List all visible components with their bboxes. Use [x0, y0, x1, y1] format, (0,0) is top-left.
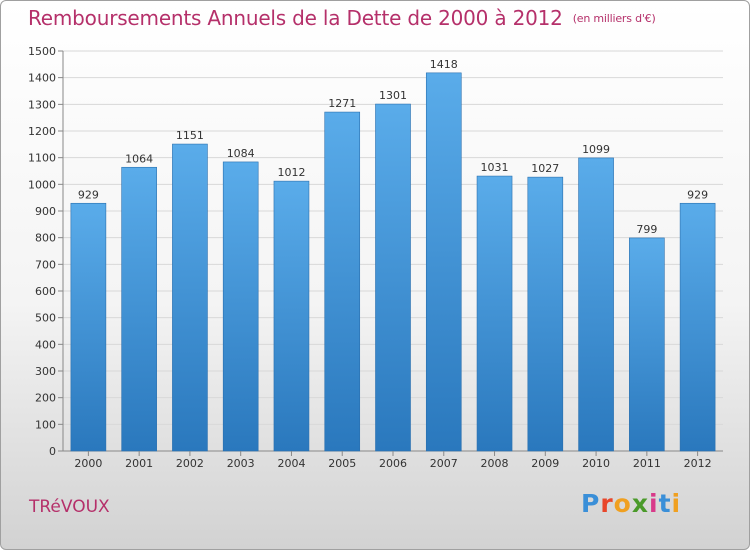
bar	[121, 166, 157, 452]
bar	[222, 161, 259, 452]
bar	[476, 175, 513, 452]
x-tick-label: 2003	[227, 457, 255, 470]
x-tick-label: 2000	[74, 457, 102, 470]
y-tick-label: 300	[35, 365, 56, 378]
y-tick-label: 0	[49, 445, 56, 458]
bar	[527, 176, 564, 452]
bar	[324, 111, 361, 452]
logo-letter: P	[581, 489, 601, 518]
chart-title: Remboursements Annuels de la Dette de 20…	[28, 6, 656, 30]
logo-letter: r	[600, 489, 614, 518]
bar	[578, 157, 614, 452]
chart-title-text: Remboursements Annuels de la Dette de 20…	[28, 6, 563, 30]
data-label: 1151	[176, 129, 204, 142]
x-tick-label: 2009	[531, 457, 559, 470]
logo-letter: x	[631, 489, 649, 518]
x-tick-label: 2004	[277, 457, 305, 470]
x-tick-label: 2002	[176, 457, 204, 470]
bar	[70, 202, 107, 452]
city-name: TRéVOUX	[29, 497, 110, 517]
y-tick-label: 200	[35, 392, 56, 405]
y-tick-label: 400	[35, 338, 56, 351]
chart-subtitle: (en milliers d'€)	[572, 12, 656, 25]
proxiti-logo: Proxiti	[581, 489, 681, 518]
y-tick-label: 700	[35, 258, 56, 271]
y-tick-label: 1400	[28, 72, 56, 85]
data-label: 929	[78, 188, 99, 201]
data-label: 1099	[582, 143, 610, 156]
y-tick-label: 1100	[28, 152, 56, 165]
x-tick-label: 2007	[430, 457, 458, 470]
x-tick-label: 2012	[684, 457, 712, 470]
data-label: 1301	[379, 89, 407, 102]
data-label: 799	[636, 223, 657, 236]
x-tick-label: 2011	[633, 457, 661, 470]
y-tick-label: 1300	[28, 98, 56, 111]
data-label: 1064	[125, 152, 153, 165]
logo-letter: o	[613, 489, 632, 518]
logo-letter: i	[649, 489, 659, 518]
logo-letter: t	[658, 489, 672, 518]
bar	[629, 237, 665, 452]
x-tick-label: 2008	[481, 457, 509, 470]
bar	[172, 143, 208, 452]
bar	[273, 180, 310, 452]
x-tick-label: 2010	[582, 457, 610, 470]
data-label: 929	[687, 188, 708, 201]
x-tick-label: 2006	[379, 457, 407, 470]
y-tick-label: 100	[35, 418, 56, 431]
y-tick-label: 1500	[28, 45, 56, 58]
data-label: 1271	[328, 97, 356, 110]
y-tick-label: 1200	[28, 125, 56, 138]
y-tick-label: 1000	[28, 178, 56, 191]
bar	[679, 202, 716, 452]
y-tick-label: 500	[35, 312, 56, 325]
data-label: 1031	[481, 161, 509, 174]
y-tick-label: 600	[35, 285, 56, 298]
x-tick-label: 2005	[328, 457, 356, 470]
data-label: 1027	[531, 162, 559, 175]
logo-letter: i	[671, 489, 682, 518]
bar	[375, 103, 411, 452]
data-label: 1012	[277, 166, 305, 179]
bar	[425, 72, 462, 452]
y-tick-label: 900	[35, 205, 56, 218]
y-tick-label: 800	[35, 232, 56, 245]
data-label: 1084	[227, 147, 255, 160]
data-label: 1418	[430, 58, 458, 71]
x-tick-label: 2001	[125, 457, 153, 470]
